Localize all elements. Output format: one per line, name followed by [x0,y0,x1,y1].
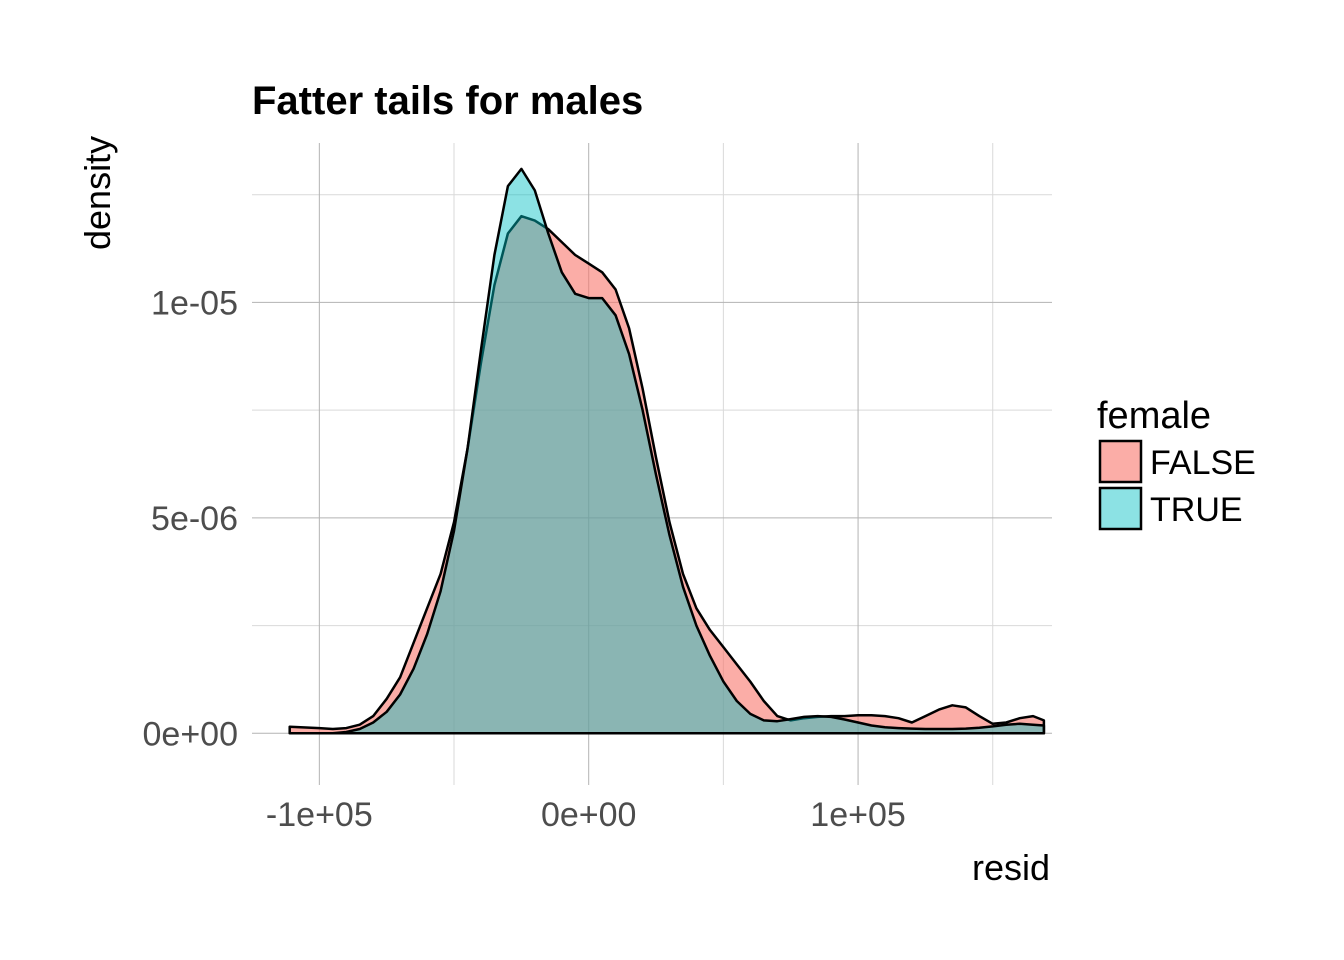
legend-key-background [1100,488,1141,529]
x-tick-label: 1e+05 [810,796,906,834]
density-area-true [331,167,1046,735]
legend-title: female [1097,395,1211,437]
legend-label-false: FALSE [1150,444,1256,482]
y-tick-label: 1e-05 [151,284,238,322]
legend: female FALSE TRUE [1097,395,1256,531]
y-axis-title: density [77,136,118,250]
x-axis-title: resid [972,847,1050,888]
x-tick-labels: -1e+05 0e+00 1e+05 [266,796,906,834]
density-area-false [288,214,1046,735]
x-tick-label: 0e+00 [541,796,637,834]
legend-key-false [1098,439,1143,484]
y-tick-labels: 0e+00 5e-06 1e-05 [143,284,239,753]
chart-title: Fatter tails for males [252,79,643,123]
series-layer [288,167,1046,735]
y-tick-label: 0e+00 [143,715,239,753]
legend-label-true: TRUE [1150,491,1243,529]
y-tick-label: 5e-06 [151,500,238,538]
legend-key-true [1098,486,1143,531]
x-tick-label: -1e+05 [266,796,373,834]
